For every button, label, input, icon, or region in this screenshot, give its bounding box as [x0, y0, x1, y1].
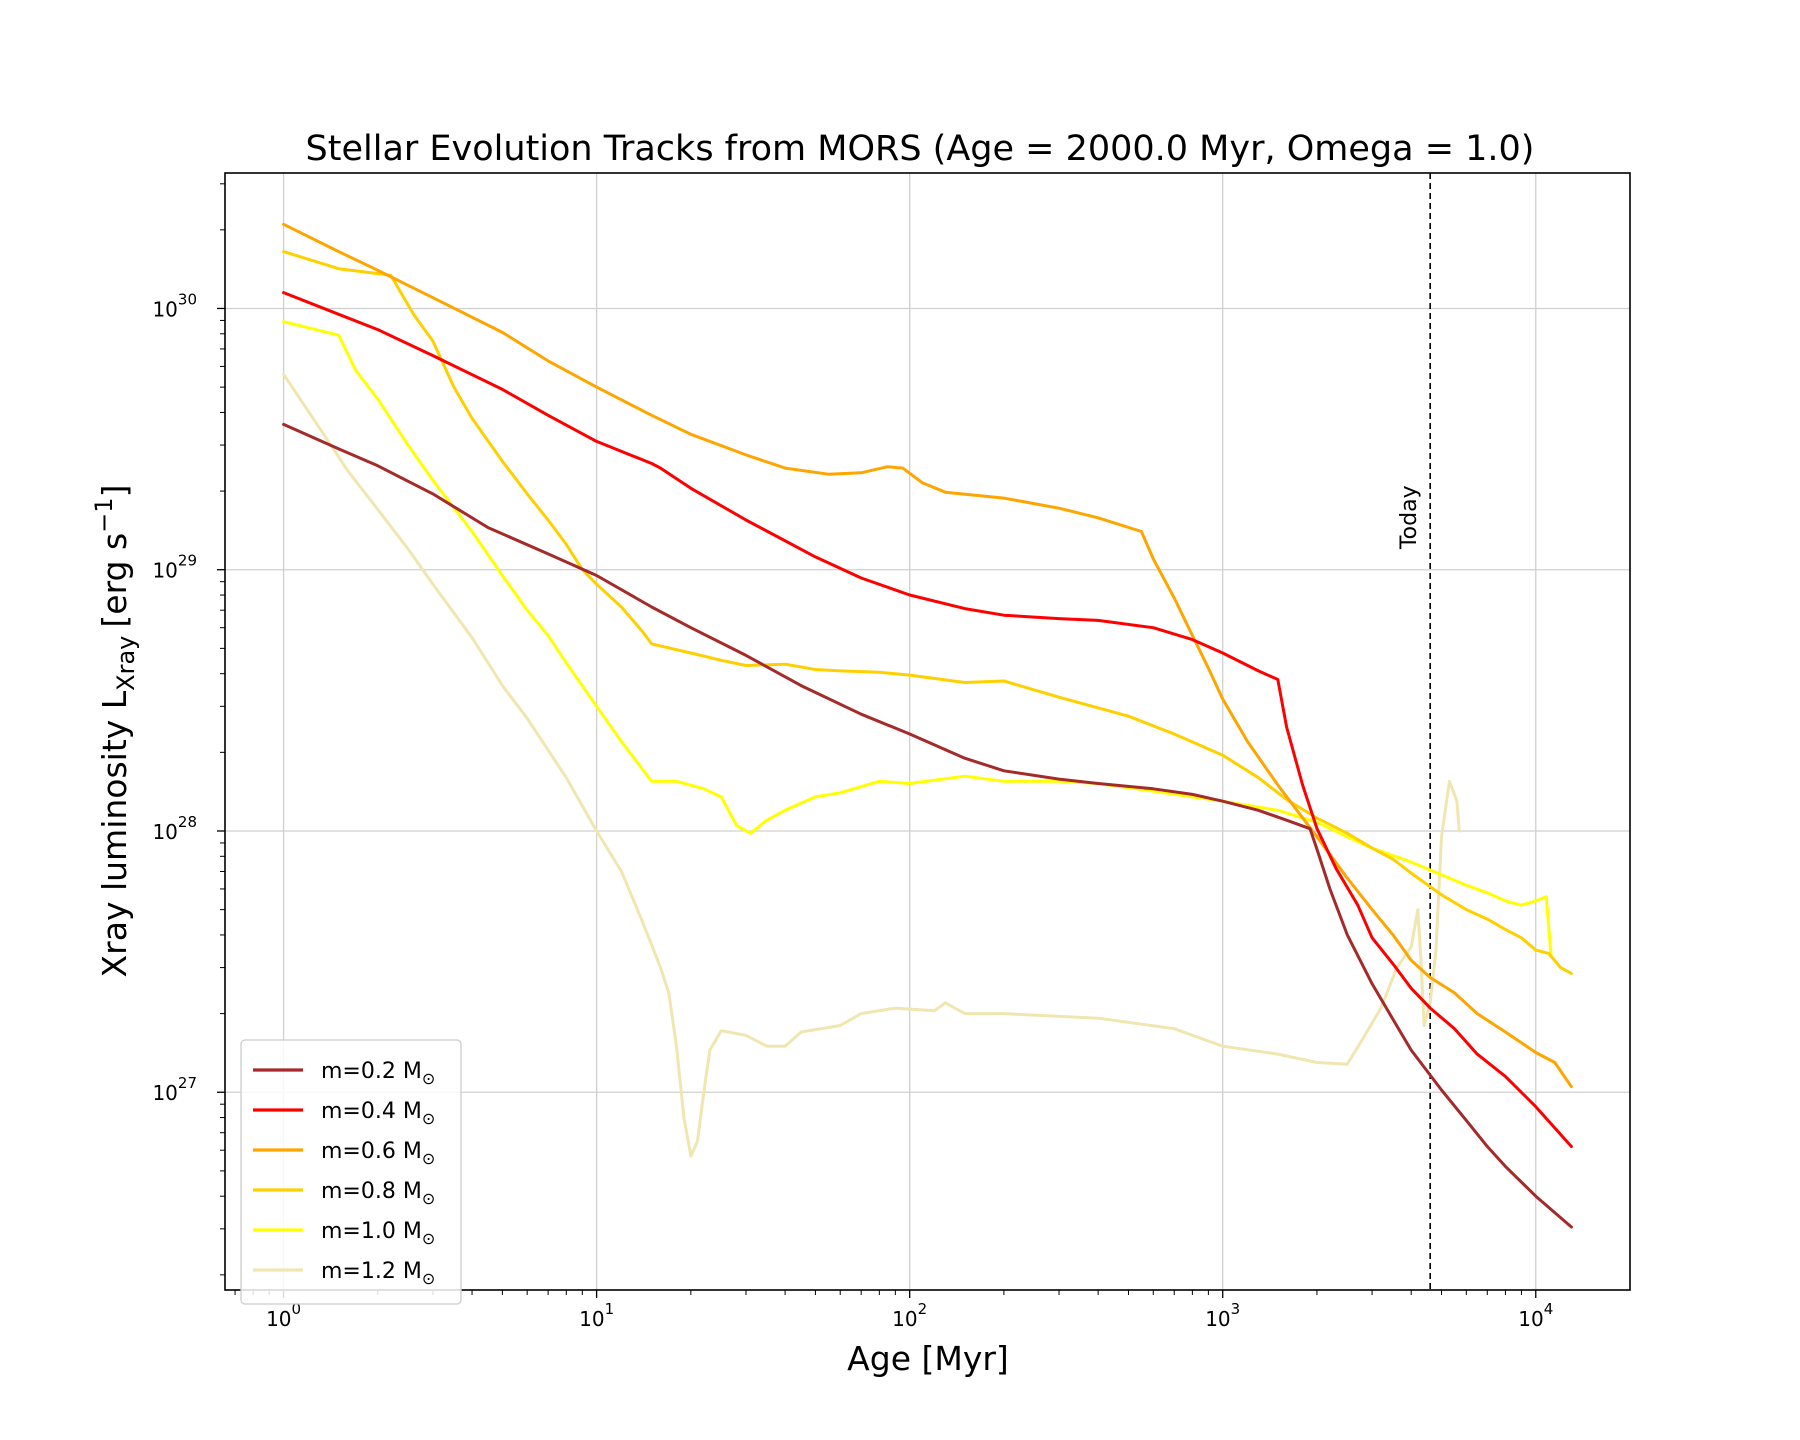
legend-label-sub: ⊙: [422, 1189, 435, 1208]
y-tick-label-base: 10: [152, 820, 177, 844]
x-tick-label-exponent: 4: [1544, 1300, 1554, 1318]
y-tick-label-base: 10: [152, 559, 177, 583]
legend-label-sub: ⊙: [422, 1069, 435, 1088]
legend-label: m=1.2 M⊙: [321, 1259, 435, 1288]
x-tick-label-base: 10: [1205, 1307, 1230, 1331]
chart-title: Stellar Evolution Tracks from MORS (Age …: [306, 129, 1535, 169]
y-axis-title-units-sup: −1: [90, 497, 118, 532]
x-tick-label-base: 10: [1518, 1307, 1543, 1331]
legend-label: m=0.4 M⊙: [321, 1099, 435, 1128]
y-tick-label-exponent: 30: [178, 290, 197, 308]
y-tick-label-exponent: 29: [178, 552, 197, 570]
legend-label: m=0.2 M⊙: [321, 1059, 435, 1088]
legend-label-sub: ⊙: [422, 1229, 435, 1248]
legend-label-sub: ⊙: [422, 1149, 435, 1168]
y-tick-label: 1030: [152, 290, 197, 321]
grid: [225, 173, 1630, 1290]
x-tick-label-exponent: 0: [292, 1300, 302, 1318]
y-tick-label-base: 10: [152, 297, 177, 321]
y-axis-title: Xray luminosity LXray [erg s−1]: [90, 485, 140, 978]
x-tick-label-exponent: 1: [605, 1300, 615, 1318]
x-tick-label-base: 10: [266, 1307, 291, 1331]
legend-label-name: m=0.2 M: [321, 1059, 422, 1084]
x-tick-label: 101: [579, 1300, 614, 1331]
legend-label-sub: ⊙: [422, 1109, 435, 1128]
series-line: [282, 320, 1553, 959]
x-tick-label-base: 10: [892, 1307, 917, 1331]
x-axis-title: Age [Myr]: [847, 1339, 1009, 1378]
x-tick-label: 103: [1205, 1300, 1240, 1331]
today-annotation: Today: [1397, 173, 1431, 1290]
y-tick-label-exponent: 27: [178, 1074, 197, 1092]
series-line: [282, 222, 1573, 1089]
x-tick-label: 102: [892, 1300, 927, 1331]
x-tick-label: 100: [266, 1300, 301, 1331]
legend-label: m=1.0 M⊙: [321, 1219, 435, 1248]
legend-label-name: m=0.4 M: [321, 1099, 422, 1124]
legend-label-sub: ⊙: [422, 1269, 435, 1288]
y-axis-title-main: Xray luminosity L: [95, 690, 134, 977]
series-line: [282, 250, 1573, 975]
legend-label-name: m=0.8 M: [321, 1179, 422, 1204]
plot-frame: [224, 172, 1631, 1291]
x-tick-label-exponent: 3: [1231, 1300, 1241, 1318]
x-tick-label: 104: [1518, 1300, 1553, 1331]
today-label: Today: [1397, 485, 1422, 550]
y-axis-title-units: [erg s: [95, 533, 134, 628]
series-line: [282, 372, 1461, 1158]
y-tick-label: 1029: [152, 552, 197, 583]
series-line: [282, 291, 1573, 1148]
legend-box: [240, 1039, 462, 1305]
legend-label-name: m=1.2 M: [321, 1259, 422, 1284]
y-tick-label: 1027: [152, 1074, 197, 1105]
y-axis-title-units-close: ]: [95, 485, 134, 498]
x-tick-label-exponent: 2: [918, 1300, 928, 1318]
series-layer: [282, 222, 1573, 1229]
legend: m=0.2 M⊙m=0.4 M⊙m=0.6 M⊙m=0.8 M⊙m=1.0 M⊙…: [240, 1039, 462, 1305]
y-tick-label-base: 10: [152, 1081, 177, 1105]
legend-label-name: m=0.6 M: [321, 1139, 422, 1164]
series-line: [282, 422, 1573, 1229]
legend-label-name: m=1.0 M: [321, 1219, 422, 1244]
legend-label: m=0.6 M⊙: [321, 1139, 435, 1168]
x-tick-label-base: 10: [579, 1307, 604, 1331]
legend-label: m=0.8 M⊙: [321, 1179, 435, 1208]
y-axis-title-sub: Xray: [112, 636, 140, 691]
y-tick-label: 1028: [152, 813, 197, 844]
y-tick-label-exponent: 28: [178, 813, 197, 831]
